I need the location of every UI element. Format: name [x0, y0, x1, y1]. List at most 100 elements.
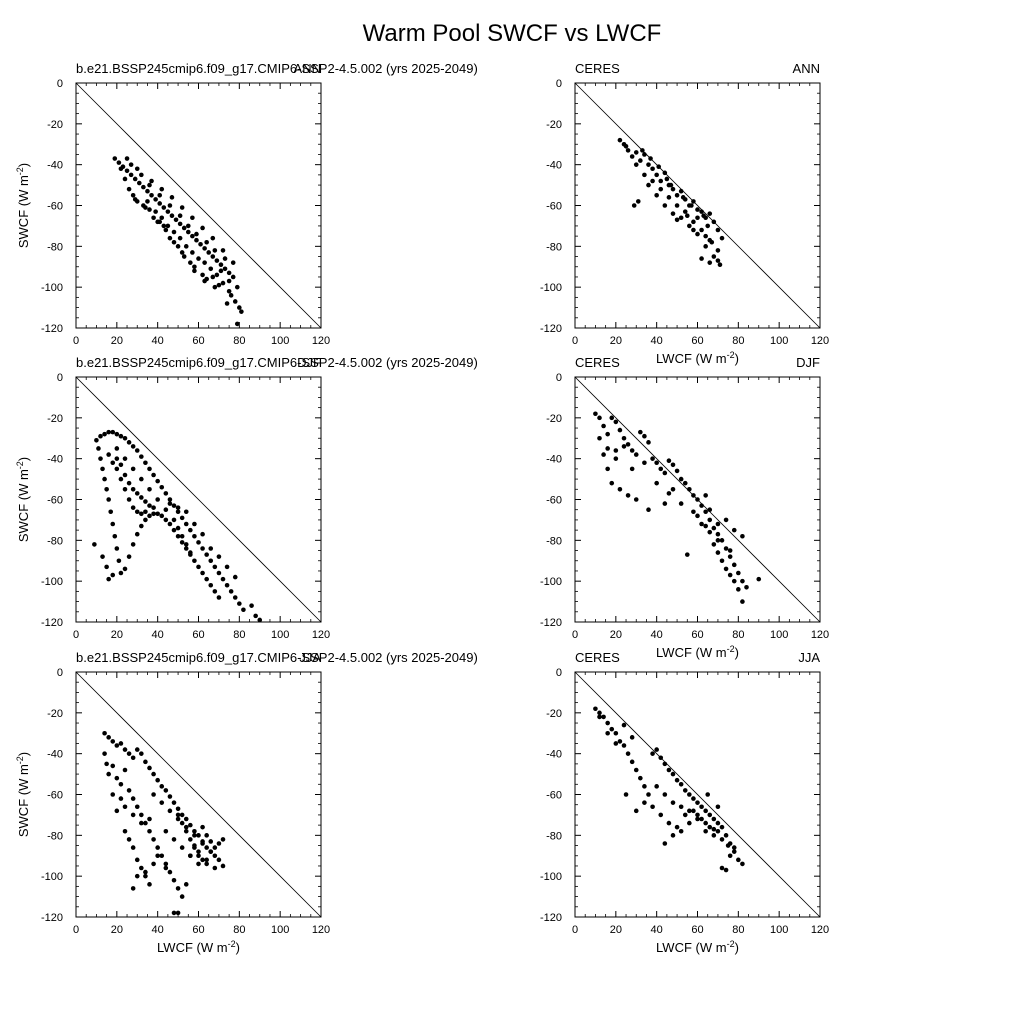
scatter-point — [705, 223, 711, 229]
y-tick-label: -40 — [546, 749, 562, 761]
scatter-point — [188, 822, 193, 828]
scatter-point — [159, 186, 165, 192]
y-tick-label: -120 — [41, 323, 63, 335]
scatter-point — [185, 229, 191, 235]
scatter-point — [204, 552, 209, 557]
scatter-point — [192, 558, 197, 564]
scatter-point — [183, 542, 189, 547]
scatter-point — [662, 761, 668, 767]
scatter-point — [134, 804, 140, 810]
scatter-point — [139, 495, 144, 500]
scatter-point — [719, 558, 725, 564]
panels: b.e21.BSSP245cmip6.f09_g17.CMIP6-SSP2-4.… — [15, 61, 829, 955]
scatter-point — [666, 820, 672, 826]
scatter-point — [674, 468, 680, 474]
x-tick-label: 20 — [610, 924, 622, 936]
y-tick-label: 0 — [556, 372, 562, 384]
scatter-point — [145, 188, 150, 194]
scatter-point — [658, 755, 664, 761]
scatter-point — [151, 511, 156, 517]
scatter-point — [139, 523, 144, 529]
reference-line — [75, 82, 322, 329]
scatter-point — [642, 800, 647, 805]
scatter-point — [699, 816, 704, 822]
scatter-point — [118, 462, 124, 468]
reference-line — [574, 82, 821, 329]
y-tick-label: -60 — [47, 495, 63, 507]
y-tick-label: 0 — [57, 78, 63, 90]
scatter-point — [159, 800, 165, 805]
scatter-point — [145, 199, 150, 204]
scatter-point — [202, 246, 207, 251]
x-tick-label: 20 — [111, 335, 123, 347]
scatter-point — [740, 861, 745, 867]
scatter-point — [143, 499, 148, 504]
scatter-point — [629, 759, 635, 765]
scatter-point — [731, 527, 737, 533]
scatter-point — [196, 853, 201, 859]
scatter-point — [200, 841, 205, 846]
scatter-point — [130, 886, 136, 891]
scatter-point — [159, 215, 165, 221]
scatter-point — [112, 156, 118, 161]
scatter-point — [680, 195, 686, 200]
scatter-point — [703, 244, 708, 249]
scatter-point — [196, 833, 201, 838]
x-tick-label: 20 — [610, 335, 622, 347]
scatter-point — [126, 751, 132, 756]
scatter-point — [740, 533, 745, 539]
scatter-point — [179, 205, 185, 210]
scatter-point — [102, 730, 107, 736]
scatter-point — [173, 217, 179, 223]
scatter-point — [130, 466, 136, 472]
scatter-point — [171, 877, 177, 883]
scatter-point — [114, 446, 120, 451]
scatter-point — [208, 839, 214, 844]
scatter-point — [682, 812, 688, 818]
scatter-point — [222, 266, 228, 272]
scatter-point — [179, 250, 185, 255]
scatter-point — [703, 808, 708, 814]
scatter-point — [234, 321, 240, 327]
x-tick-label: 60 — [192, 629, 204, 641]
scatter-point — [175, 812, 181, 818]
scatter-point — [703, 523, 708, 529]
scatter-point — [617, 137, 623, 143]
scatter-point — [118, 166, 124, 172]
scatter-point — [134, 166, 140, 172]
scatter-point — [134, 448, 140, 453]
scatter-point — [662, 501, 668, 506]
scatter-point — [662, 470, 668, 476]
scatter-point — [98, 433, 103, 439]
scatter-point — [642, 433, 647, 439]
scatter-point — [128, 172, 134, 178]
scatter-point — [658, 812, 664, 818]
scatter-point — [126, 837, 132, 842]
scatter-panel-3: b.e21.BSSP245cmip6.f09_g17.CMIP6-SSP2-4.… — [15, 355, 478, 641]
scatter-point — [699, 256, 704, 261]
scatter-point — [222, 256, 228, 261]
scatter-point — [210, 254, 216, 259]
scatter-point — [715, 531, 721, 537]
scatter-point — [212, 853, 218, 859]
scatter-point — [159, 853, 165, 859]
scatter-point — [715, 227, 721, 233]
y-tick-label: -80 — [546, 241, 562, 253]
scatter-point — [167, 497, 173, 502]
scatter-point — [110, 739, 116, 744]
scatter-point — [740, 578, 745, 584]
scatter-point — [147, 207, 152, 212]
scatter-point — [136, 180, 142, 186]
scatter-point — [646, 507, 651, 513]
scatter-point — [707, 260, 713, 265]
scatter-point — [613, 730, 619, 736]
scatter-point — [218, 268, 224, 274]
scatter-point — [707, 824, 713, 830]
scatter-point — [711, 826, 717, 832]
scatter-point — [188, 527, 193, 533]
scatter-point — [141, 184, 146, 190]
scatter-point — [711, 542, 717, 547]
scatter-point — [674, 777, 680, 783]
scatter-point — [175, 886, 181, 891]
scatter-point — [155, 478, 160, 484]
